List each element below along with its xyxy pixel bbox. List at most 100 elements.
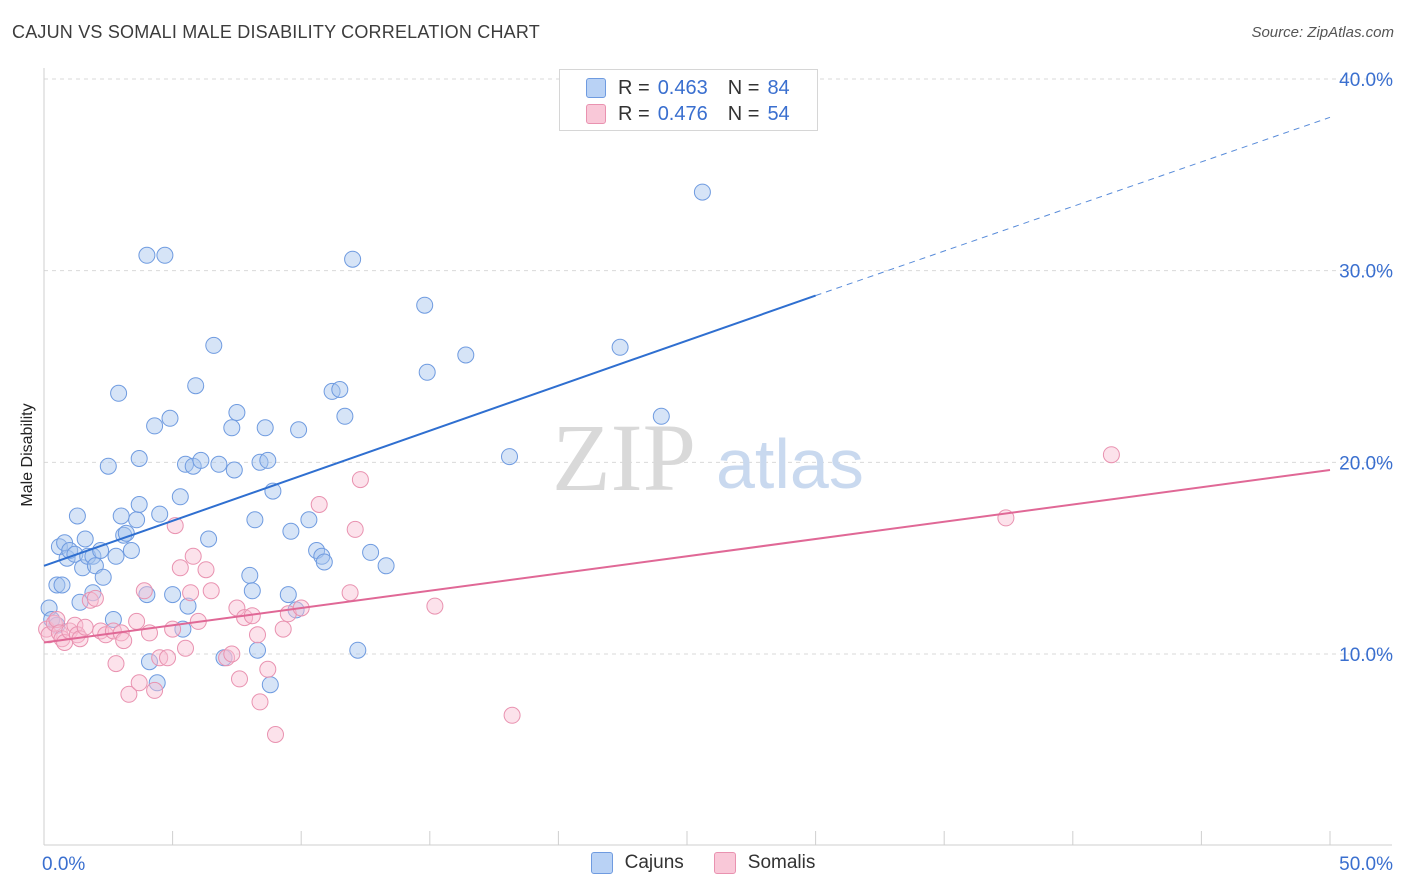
source-credit: Source: ZipAtlas.com: [1251, 24, 1394, 41]
cajun-point: [200, 530, 218, 548]
cajun-point: [228, 404, 246, 421]
legend-r-value: 0.463: [657, 76, 708, 99]
cajun-point: [53, 576, 71, 594]
somali-point: [120, 685, 138, 703]
cajun-point: [141, 653, 158, 671]
cajun-point: [94, 568, 112, 586]
cajun-point: [501, 448, 518, 466]
somali-point: [184, 547, 202, 565]
cajun-point: [110, 384, 128, 402]
grid-layer: [44, 78, 1392, 655]
cajun-point: [652, 407, 670, 425]
cajun-point: [161, 409, 179, 427]
somali-point: [351, 471, 369, 489]
cajun-point: [156, 246, 174, 264]
x-tick-label: 0.0%: [42, 854, 85, 875]
y-tick-label: 10.0%: [1339, 645, 1393, 666]
somali-point: [231, 670, 248, 688]
cajun-point: [362, 543, 380, 561]
somali-point: [249, 626, 266, 644]
cajun-point: [99, 457, 117, 475]
watermark: ZIP atlas: [552, 404, 864, 511]
y-tick-label: 30.0%: [1339, 262, 1393, 283]
cajun-point: [344, 250, 362, 268]
somali-point: [86, 589, 104, 607]
series-label-cajuns: Cajuns: [624, 852, 684, 873]
legend-row-cajuns: R = 0.463 N = 84: [586, 76, 790, 100]
legend-n-label: N =: [727, 102, 760, 125]
cajun-point: [282, 522, 300, 540]
legend-row-somalis: R = 0.476 N = 54: [586, 102, 790, 126]
legend-r-label: R =: [618, 76, 650, 99]
somali-point: [426, 597, 444, 615]
chart-title: CAJUN VS SOMALI MALE DISABILITY CORRELAT…: [12, 22, 540, 42]
cajun-point: [418, 363, 436, 381]
trend-layer: [43, 116, 1331, 644]
cajun-point: [171, 488, 189, 506]
cajun-point: [457, 346, 475, 364]
cajun-point: [693, 183, 711, 201]
somali-point: [346, 520, 364, 538]
cajun-point: [243, 582, 261, 600]
cajun-point: [290, 421, 308, 439]
cajun-point: [336, 407, 354, 425]
cajun-point: [128, 511, 146, 529]
somali-point: [202, 582, 220, 600]
somali-point: [76, 618, 94, 636]
cajun-point: [187, 377, 205, 395]
somali-point: [177, 639, 194, 657]
somali-point: [182, 584, 200, 602]
series-legend-somalis: Somalis: [713, 852, 816, 874]
somali-point: [197, 561, 215, 579]
legend-swatch-cajuns: [586, 78, 606, 98]
cajun-point: [261, 676, 279, 694]
cajun-point: [112, 507, 130, 525]
cajun-point: [146, 417, 164, 435]
cajun-point: [205, 336, 223, 354]
series-swatch-cajuns: [590, 852, 613, 874]
cajun-point: [179, 597, 197, 615]
somali-point: [115, 632, 133, 650]
legend-n-label: N =: [727, 76, 760, 99]
somali-point: [130, 674, 148, 692]
y-tick-label: 20.0%: [1339, 453, 1393, 474]
correlation-legend: R = 0.463 N = 84 R = 0.476 N = 54: [559, 69, 818, 131]
cajun-point: [256, 419, 274, 437]
legend-r-value: 0.476: [657, 102, 708, 125]
cajun-point: [349, 641, 367, 659]
cajun-point: [151, 505, 169, 523]
watermark-zip: ZIP: [552, 404, 696, 511]
somali-point: [171, 559, 189, 577]
cajun-point: [225, 461, 243, 479]
cajun-point: [259, 451, 277, 469]
somali-point: [341, 584, 359, 602]
cajun-point: [246, 511, 264, 529]
somali-point: [503, 706, 521, 724]
cajun-point: [249, 641, 266, 659]
legend-n-value: 54: [767, 102, 790, 125]
somali-point: [66, 616, 84, 634]
somali-point: [128, 612, 146, 630]
series-swatch-somalis: [713, 852, 736, 874]
cajun-point: [241, 566, 259, 584]
cajun-point: [416, 296, 434, 314]
somali-point: [107, 655, 125, 673]
y-tick-label: 40.0%: [1339, 70, 1393, 91]
series-legend-cajuns: Cajuns: [590, 852, 684, 874]
legend-n-value: 84: [767, 76, 790, 99]
cajun-point: [223, 419, 241, 437]
cajun-point: [130, 450, 148, 467]
cajun-trend-extension: [815, 116, 1331, 297]
series-label-somalis: Somalis: [747, 852, 816, 873]
somali-point: [159, 649, 176, 667]
somali-point: [267, 726, 284, 743]
cajun-point: [138, 246, 156, 264]
cajun-point: [122, 542, 140, 559]
watermark-atlas: atlas: [716, 425, 864, 503]
cajun-point: [315, 553, 333, 571]
cajun-point: [611, 338, 629, 356]
series-legend: Cajuns Somalis: [0, 852, 1406, 874]
legend-swatch-somalis: [586, 104, 606, 124]
somali-point: [146, 681, 164, 699]
cajun-trend-line: [43, 294, 816, 567]
